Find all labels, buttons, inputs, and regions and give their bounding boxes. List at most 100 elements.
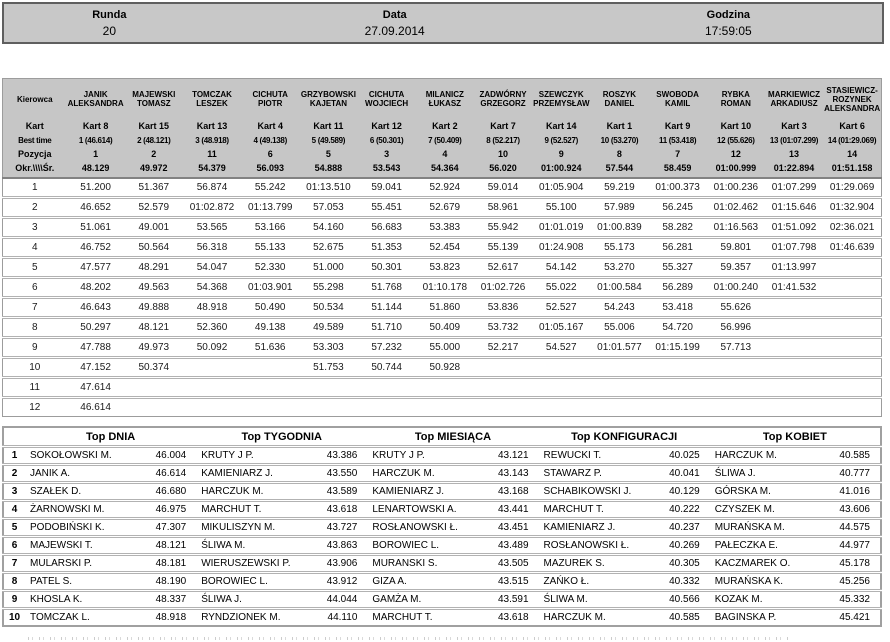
lap-time-cell: 50.374 bbox=[124, 356, 183, 378]
ranking-value-cell: 43.591 bbox=[485, 589, 539, 609]
ranking-value-cell: 46.004 bbox=[143, 445, 197, 465]
lap-time-cell: 57.053 bbox=[299, 196, 358, 218]
lap-time-cell: 01:13.997 bbox=[764, 256, 824, 278]
lap-time-cell: 01:15.199 bbox=[648, 336, 707, 358]
kart-cell: Kart 3 bbox=[764, 119, 824, 133]
laps-avg-cell: 01:00.924 bbox=[532, 161, 591, 178]
lap-time-cell: 47.614 bbox=[66, 376, 125, 398]
ranking-value-cell: 43.618 bbox=[314, 499, 368, 519]
lap-time-cell: 49.888 bbox=[124, 296, 183, 318]
lap-time-cell: 49.138 bbox=[241, 316, 300, 338]
lap-number-cell: 2 bbox=[2, 196, 67, 218]
lap-time-cell: 46.652 bbox=[66, 196, 125, 218]
lap-time-cell: 48.121 bbox=[124, 316, 183, 338]
lap-row: 1 51.200 51.367 56.874 55.242 01:13.510 59.041… bbox=[2, 177, 882, 198]
lap-time-cell bbox=[706, 356, 765, 378]
lap-time-cell: 01:01.577 bbox=[590, 336, 649, 358]
kart-cell: Kart 6 bbox=[823, 119, 882, 133]
ranking-name-cell: LENARTOWSKI A. bbox=[367, 499, 486, 519]
lap-time-cell: 53.270 bbox=[590, 256, 649, 278]
ranking-value-cell: 43.550 bbox=[314, 463, 368, 483]
lap-row: 2 46.652 52.579 01:02.872 01:13.799 57.053 55.… bbox=[2, 196, 882, 218]
driver-name-cell: MARKIEWICZ ARKADIUSZ bbox=[764, 78, 824, 119]
ranking-table: Top DNIA Top TYGODNIA Top MIESIĄCA Top KONF… bbox=[2, 426, 882, 627]
ranking-name-cell: ŚLIWA J. bbox=[709, 463, 828, 483]
laps-avg-cell: 54.888 bbox=[299, 161, 358, 178]
lap-row: 3 51.061 49.001 53.565 53.166 54.160 56.683 53.… bbox=[2, 216, 882, 238]
ranking-name-cell: JANIK A. bbox=[25, 463, 144, 483]
ranking-row: 4 ŻARNOWSKI M. 46.975 MARCHUT T. 43.618 LENAR… bbox=[3, 499, 881, 519]
lap-time-cell: 52.217 bbox=[473, 336, 533, 358]
lap-time-cell bbox=[823, 356, 882, 378]
lap-time-cell bbox=[648, 396, 707, 417]
lap-time-cell bbox=[590, 356, 649, 378]
lap-time-cell: 01:05.167 bbox=[532, 316, 591, 338]
ranking-value-cell: 48.121 bbox=[143, 535, 197, 555]
lap-time-cell: 53.418 bbox=[648, 296, 707, 318]
ranking-value-cell: 46.680 bbox=[143, 481, 197, 501]
lap-time-cell: 49.001 bbox=[124, 216, 183, 238]
row-label-cell: Kart bbox=[2, 119, 67, 133]
ranking-value-cell: 48.337 bbox=[143, 589, 197, 609]
ranking-value-cell: 40.566 bbox=[656, 589, 710, 609]
lap-row: 11 47.614 bbox=[2, 376, 882, 398]
position-cell: 2 bbox=[124, 147, 183, 161]
ranking-value-cell: 43.606 bbox=[827, 499, 881, 519]
lap-time-cell: 01:05.904 bbox=[532, 177, 591, 198]
ranking-name-cell: ROSŁANOWSKI Ł. bbox=[367, 517, 486, 537]
lap-time-cell bbox=[532, 396, 591, 417]
ranking-name-cell: MARCHUT T. bbox=[367, 607, 486, 626]
ranking-value-cell: 43.143 bbox=[485, 463, 539, 483]
lap-time-cell: 01:00.236 bbox=[706, 177, 765, 198]
lap-time-cell bbox=[241, 376, 300, 398]
ranking-name-cell: RYNDZIONEK M. bbox=[196, 607, 315, 626]
lap-time-cell bbox=[823, 316, 882, 338]
laps-avg-cell: 01:51.158 bbox=[823, 161, 882, 178]
ranking-name-cell: BOROWIEC L. bbox=[367, 535, 486, 555]
lap-time-cell: 50.297 bbox=[66, 316, 125, 338]
ranking-name-cell: MIKULISZYN M. bbox=[196, 517, 315, 537]
ranking-name-cell: HARCZUK M. bbox=[538, 607, 657, 626]
kart-cell: Kart 15 bbox=[124, 119, 183, 133]
ranking-name-cell: CZYSZEK M. bbox=[709, 499, 828, 519]
lap-time-cell: 52.454 bbox=[415, 236, 474, 258]
lap-time-cell: 01:46.639 bbox=[823, 236, 882, 258]
lap-time-cell: 48.291 bbox=[124, 256, 183, 278]
ranking-name-cell: REWUCKI T. bbox=[538, 445, 657, 465]
kart-cell: Kart 4 bbox=[241, 119, 300, 133]
lap-time-cell: 51.144 bbox=[357, 296, 416, 318]
ranking-value-cell: 40.237 bbox=[656, 517, 710, 537]
ranking-value-cell: 40.025 bbox=[656, 445, 710, 465]
ranking-name-cell: PODOBIŃSKI K. bbox=[25, 517, 144, 537]
runda-value: 20 bbox=[102, 24, 117, 38]
ranking-position-cell: 1 bbox=[3, 445, 26, 465]
ranking-name-cell: MURAŃSKA M. bbox=[709, 517, 828, 537]
ranking-value-cell: 43.451 bbox=[485, 517, 539, 537]
ranking-name-cell: ŻARNOWSKI M. bbox=[25, 499, 144, 519]
ranking-value-cell: 44.044 bbox=[314, 589, 368, 609]
lap-time-cell: 47.152 bbox=[66, 356, 125, 378]
ranking-value-cell: 43.906 bbox=[314, 553, 368, 573]
ranking-value-cell: 47.307 bbox=[143, 517, 197, 537]
lap-time-cell bbox=[532, 356, 591, 378]
lap-number-cell: 7 bbox=[2, 296, 67, 318]
lap-number-cell: 6 bbox=[2, 276, 67, 298]
ranking-name-cell: STAWARZ P. bbox=[538, 463, 657, 483]
best-time-cell: 13 (01:07.299) bbox=[764, 133, 824, 147]
lap-time-cell: 50.490 bbox=[241, 296, 300, 318]
lap-time-cell: 01:13.799 bbox=[241, 196, 300, 218]
header-row-kart: Kart Kart 8 Kart 15 Kart 13 Kart 4 Kart 11 Kar… bbox=[2, 119, 882, 133]
lap-row: 4 46.752 50.564 56.318 55.133 52.675 51.353 52.… bbox=[2, 236, 882, 258]
ranking-name-cell: KRUTY J P. bbox=[367, 445, 486, 465]
lap-time-cell: 56.874 bbox=[182, 177, 242, 198]
ranking-value-cell: 44.575 bbox=[827, 517, 881, 537]
ranking-value-cell: 48.181 bbox=[143, 553, 197, 573]
ranking-position-cell: 4 bbox=[3, 499, 26, 519]
ranking-title-cell: Top TYGODNIA bbox=[241, 430, 323, 443]
lap-time-cell bbox=[124, 396, 183, 417]
lap-time-cell bbox=[590, 396, 649, 417]
ranking-row: 5 PODOBIŃSKI K. 47.307 MIKULISZYN M. 43.727 R… bbox=[3, 517, 881, 537]
lap-time-cell bbox=[357, 376, 416, 398]
position-cell: 1 bbox=[66, 147, 125, 161]
kart-cell: Kart 11 bbox=[299, 119, 358, 133]
